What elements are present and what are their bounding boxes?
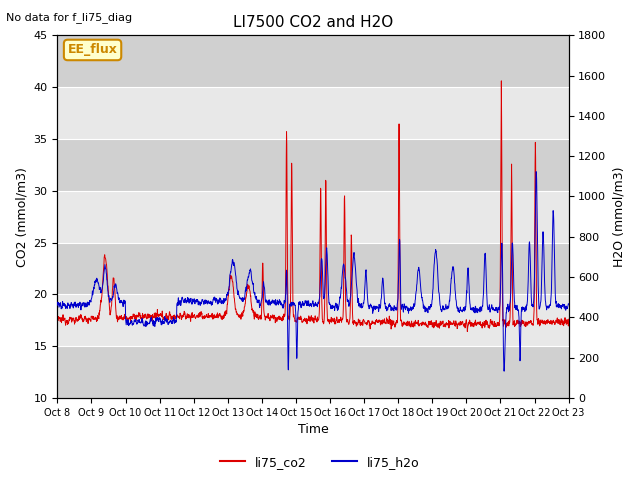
Bar <box>58 346 568 398</box>
Text: EE_flux: EE_flux <box>68 44 118 57</box>
Text: No data for f_li75_diag: No data for f_li75_diag <box>6 12 132 23</box>
Y-axis label: CO2 (mmol/m3): CO2 (mmol/m3) <box>15 167 28 266</box>
Y-axis label: H2O (mmol/m3): H2O (mmol/m3) <box>612 167 625 267</box>
X-axis label: Time: Time <box>298 423 328 436</box>
Bar <box>58 242 568 294</box>
Bar <box>58 36 568 87</box>
Bar <box>58 139 568 191</box>
Title: LI7500 CO2 and H2O: LI7500 CO2 and H2O <box>233 15 393 30</box>
Legend: li75_co2, li75_h2o: li75_co2, li75_h2o <box>215 451 425 474</box>
